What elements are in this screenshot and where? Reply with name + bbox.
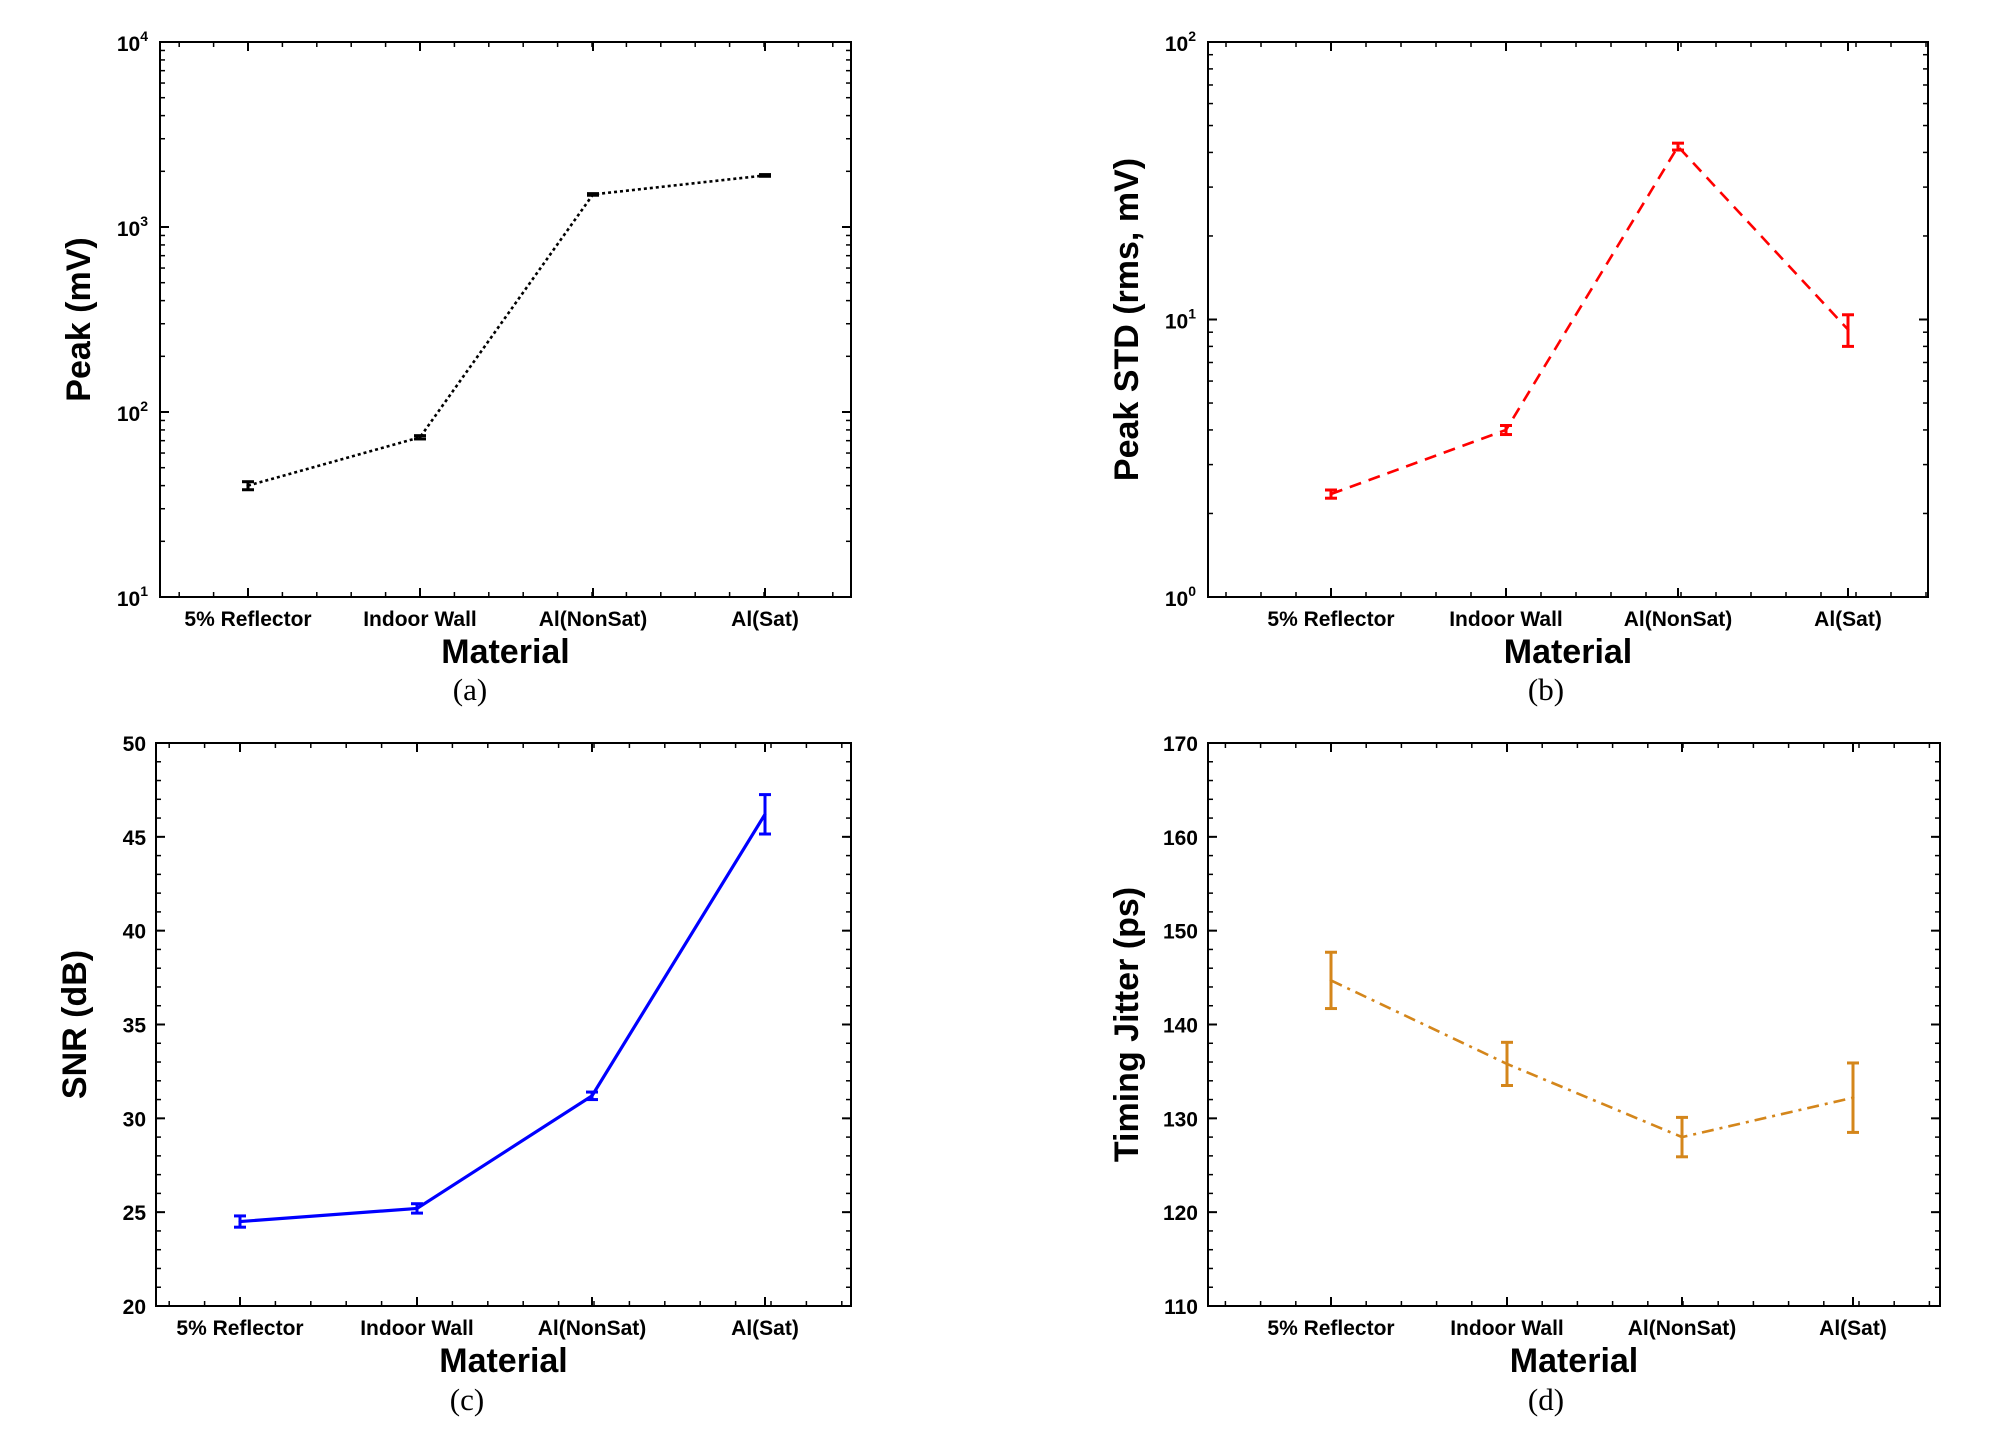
- x-tick-label: Al(NonSat): [1628, 1317, 1737, 1340]
- x-tick-label: 5% Reflector: [1267, 1317, 1394, 1340]
- y-tick-label: 140: [1163, 1015, 1198, 1038]
- series-line: [1330, 144, 1849, 496]
- chart-panel-c: 20 25 30 35 40 45 50 5% Reflector Indoor Wall Al(…: [56, 733, 852, 1417]
- data-point: [246, 484, 250, 488]
- data-point: [1851, 1096, 1855, 1100]
- y-tick-label: 50: [123, 733, 146, 756]
- panel-label: (b): [1528, 672, 1564, 707]
- x-tick-label: Indoor Wall: [363, 608, 477, 631]
- data-point: [1504, 428, 1508, 432]
- series-line: [247, 174, 766, 487]
- y-tick-label: 160: [1163, 827, 1198, 850]
- data-point: [238, 1219, 242, 1224]
- y-tick-label: 40: [123, 921, 146, 944]
- x-axis-title: Material: [439, 1342, 568, 1380]
- y-tick-label: 103: [117, 213, 148, 241]
- data-point: [591, 192, 595, 197]
- plot-frame: [1207, 742, 1941, 1307]
- x-tick-label: Indoor Wall: [360, 1317, 474, 1340]
- y-tick-label: 100: [1165, 583, 1196, 611]
- x-tick-label: Indoor Wall: [1450, 1317, 1564, 1340]
- data-point: [590, 1094, 594, 1098]
- panel-label: (d): [1528, 1382, 1564, 1417]
- y-tick-label: 130: [1163, 1108, 1198, 1131]
- x-tick-label: 5% Reflector: [1267, 608, 1394, 631]
- y-tick-label: 35: [123, 1015, 147, 1038]
- x-tick-label: 5% Reflector: [184, 608, 311, 631]
- y-tick-label: 104: [117, 28, 148, 56]
- x-tick-label: Al(Sat): [731, 1317, 799, 1340]
- x-axis-title: Material: [1504, 633, 1633, 671]
- y-tick-label: 120: [1163, 1202, 1198, 1225]
- y-axis-title: Peak (mV): [60, 237, 98, 401]
- x-tick-label: Al(NonSat): [538, 1317, 647, 1340]
- x-tick-label: Al(NonSat): [539, 608, 648, 631]
- plot-frame: [159, 41, 852, 598]
- y-tick-label: 102: [117, 398, 148, 426]
- data-point: [418, 435, 422, 439]
- y-tick-label: 110: [1164, 1296, 1198, 1319]
- y-axis-title: Peak STD (rms, mV): [1108, 158, 1146, 481]
- y-tick-label: 20: [123, 1296, 146, 1319]
- data-point: [763, 173, 767, 178]
- series-line: [239, 813, 767, 1224]
- x-tick-label: Al(Sat): [731, 608, 799, 631]
- data-point: [415, 1206, 419, 1211]
- y-tick-label: 170: [1163, 733, 1198, 756]
- data-point: [763, 812, 767, 816]
- data-point: [1676, 144, 1680, 149]
- plot-frame: [1207, 41, 1929, 598]
- panel-label: (a): [453, 672, 487, 707]
- x-tick-label: Al(Sat): [1819, 1317, 1887, 1340]
- chart-panel-b: 100 101 102 5% Reflector Indoor Wall Al(NonSa…: [1108, 28, 1929, 707]
- data-point: [1680, 1135, 1684, 1139]
- x-tick-label: Al(Sat): [1814, 608, 1882, 631]
- panel-label: (c): [450, 1382, 484, 1417]
- x-tick-label: 5% Reflector: [176, 1317, 303, 1340]
- data-point: [1505, 1062, 1509, 1066]
- x-tick-label: Indoor Wall: [1449, 608, 1563, 631]
- data-point: [1329, 978, 1333, 982]
- y-tick-label: 150: [1163, 921, 1198, 944]
- chart-panel-a: 101 102 103 104 5% Reflector Indoor Wall Al(No…: [60, 28, 852, 707]
- y-axis-title: SNR (dB): [56, 950, 94, 1099]
- x-axis-title: Material: [1510, 1342, 1639, 1380]
- y-tick-label: 101: [1165, 306, 1196, 334]
- data-point: [1329, 492, 1333, 496]
- data-point: [1846, 327, 1850, 332]
- y-axis-title: Timing Jitter (ps): [1108, 887, 1146, 1162]
- series-line: [1330, 979, 1854, 1139]
- y-tick-label: 45: [123, 827, 147, 850]
- y-tick-label: 30: [123, 1108, 146, 1131]
- y-tick-label: 101: [117, 583, 148, 611]
- chart-panel-d: 110 120 130 140 150 160 170 5% Reflector Indoor …: [1108, 733, 1941, 1417]
- x-axis-title: Material: [441, 633, 570, 671]
- y-tick-label: 25: [123, 1202, 147, 1225]
- y-tick-label: 102: [1165, 28, 1196, 56]
- x-tick-label: Al(NonSat): [1624, 608, 1733, 631]
